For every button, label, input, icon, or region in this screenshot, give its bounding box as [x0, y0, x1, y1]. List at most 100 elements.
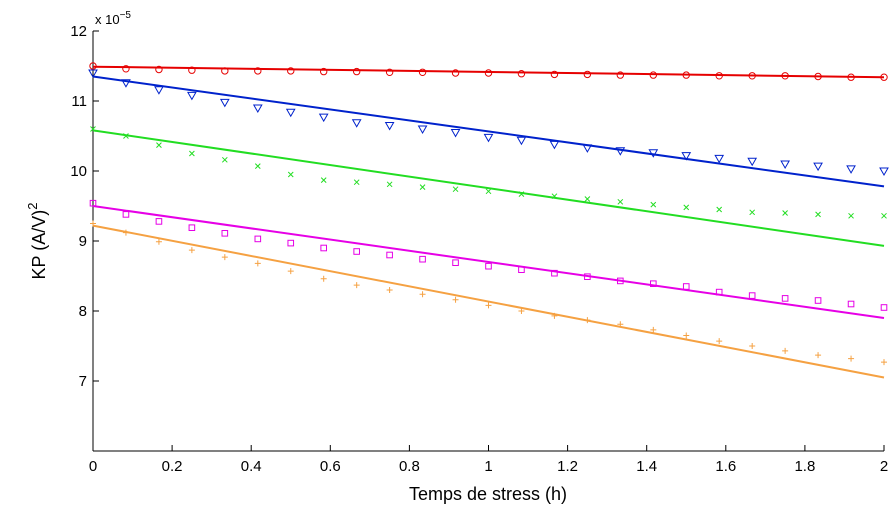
series-1-point [550, 70, 559, 79]
series-3-point [749, 209, 756, 216]
series-2-point [681, 152, 692, 161]
series-4-point [880, 304, 888, 311]
series-2-point [714, 154, 725, 164]
series-3-point [254, 163, 261, 169]
series-5-point [848, 355, 855, 362]
series-4-point [188, 224, 196, 231]
x-tick-label: 0 [89, 458, 97, 475]
series-4-point [122, 211, 130, 218]
series-1-point [616, 71, 625, 79]
series-2-point [252, 104, 263, 114]
series-5-point [188, 247, 195, 254]
series-2-point [318, 113, 329, 123]
series-1-point [122, 65, 130, 73]
series-3-point [584, 196, 591, 202]
series-5-point [287, 268, 294, 275]
series-4-point [650, 280, 657, 287]
series-2-point [285, 108, 296, 118]
series-5-point [815, 352, 822, 359]
series-1-fit-line [92, 65, 885, 79]
series-4-point [419, 255, 426, 263]
series-4-point [452, 259, 459, 266]
series-2-point [154, 86, 164, 95]
series-1-point [814, 72, 822, 81]
series-3-point [782, 210, 788, 216]
series-2-point [219, 98, 230, 108]
series-2-point [516, 136, 527, 146]
series-4-point [682, 283, 690, 290]
series-3-point [221, 156, 228, 163]
series-3-point [123, 133, 129, 139]
series-2-point [846, 165, 856, 174]
series-4-point [320, 244, 327, 252]
series-5-point [122, 229, 129, 236]
x-tick-label: 1 [484, 458, 492, 475]
y-axis-label-superscript: 2 [25, 203, 40, 210]
y-tick-label: 10 [70, 163, 87, 180]
series-3-point [551, 193, 558, 200]
series-5-point [221, 254, 228, 261]
series-1-point [682, 71, 690, 79]
y-tick-label: 8 [79, 303, 87, 320]
series-1-point [254, 67, 262, 75]
series-5-point [386, 287, 393, 293]
series-1-point [188, 66, 196, 74]
series-2-point [450, 129, 461, 138]
series-2-point [483, 133, 494, 143]
series-5-point [419, 291, 426, 298]
series-3-point [287, 171, 294, 178]
series-5-point [518, 308, 525, 314]
x-tick-label: 1.8 [794, 458, 815, 475]
series-2-point [879, 167, 889, 177]
series-3-point [881, 212, 887, 219]
x-tick-label: 1.2 [557, 458, 578, 475]
series-3-point [320, 177, 327, 183]
series-2-point [648, 149, 659, 158]
series-5-fit-line [92, 224, 885, 379]
series-2-point [549, 140, 560, 150]
series-3-point [716, 206, 723, 213]
series-2-point [351, 119, 362, 128]
series-5-point [584, 317, 591, 324]
series-4-point [781, 295, 789, 302]
series-4-point [518, 266, 525, 273]
y-multiplier-base: x 10 [95, 12, 120, 27]
series-2-point [813, 162, 823, 172]
x-tick-label: 0.6 [320, 458, 341, 475]
series-2-point [615, 147, 626, 156]
y-axis-label-main: KP (A/V) [29, 210, 49, 280]
series-3-point [485, 188, 492, 195]
series-2-point [384, 122, 395, 131]
fit-lines [92, 65, 885, 379]
series-5-point [716, 338, 723, 345]
series-4-point [485, 262, 492, 270]
series-1-point [517, 70, 526, 78]
series-2-point [88, 69, 98, 79]
series-2-point [780, 160, 790, 170]
series-5-point [320, 275, 327, 282]
series-3-point [156, 142, 162, 148]
series-4-point [551, 269, 558, 277]
series-4-point [748, 292, 756, 299]
series-3-point [815, 211, 821, 218]
series-3-point [419, 184, 426, 190]
series-1-point [748, 72, 756, 80]
series-3-point [650, 201, 657, 208]
series-1-point [418, 68, 427, 77]
series-3-point [683, 204, 690, 211]
series-1-point [847, 73, 855, 81]
y-multiplier: x 10−5 [95, 10, 131, 27]
x-tick-label: 1.4 [636, 458, 657, 475]
y-tick-label: 9 [79, 233, 87, 250]
series-4-point [584, 273, 591, 280]
series-1-point [155, 65, 163, 74]
series-5-point [353, 282, 360, 289]
series-2-point [187, 91, 197, 101]
series-1-point [89, 62, 97, 70]
series-4-point [155, 218, 163, 225]
series-5-point [90, 220, 96, 227]
series-4-point [89, 199, 97, 207]
x-tick-label: 0.8 [399, 458, 420, 475]
series-4-point [617, 277, 624, 285]
